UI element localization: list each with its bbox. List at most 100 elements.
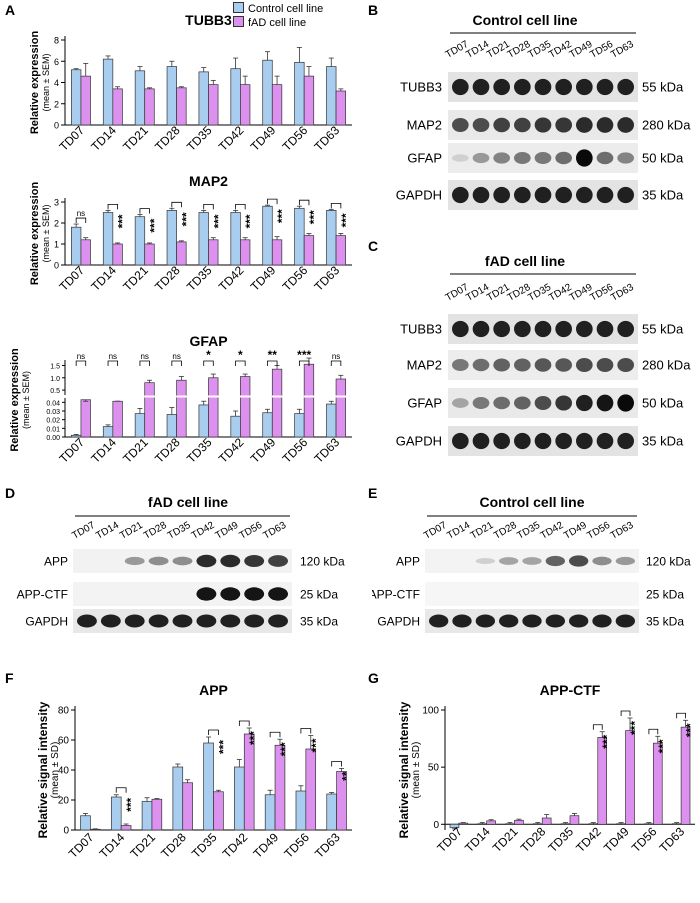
significance-bracket (269, 731, 281, 738)
blot-band (534, 432, 552, 450)
legend: Control cell line fAD cell line (233, 2, 323, 30)
bar-fad (271, 84, 283, 126)
band-name: MAP2 (407, 358, 442, 373)
y-axis-subtitle: (mean ± SEM) (21, 371, 31, 429)
bar-control (203, 742, 214, 831)
y-tick-label: 4 (54, 78, 59, 88)
blot-band (514, 186, 531, 204)
blot-band (545, 614, 565, 628)
lane-label: TD42 (190, 520, 217, 542)
band-name: TUBB3 (400, 80, 442, 95)
bar-fad (243, 733, 255, 831)
lane-label: TD63 (609, 520, 636, 542)
bar-control (230, 68, 241, 126)
x-tick-label: TD21 (127, 830, 158, 861)
bar-fad (303, 363, 315, 438)
chart-title: TUBB3 (185, 12, 232, 28)
panel-letter-e: E (368, 485, 378, 501)
blot-band (268, 555, 288, 567)
x-tick-label: TD35 (184, 263, 215, 294)
blot-band (576, 186, 593, 204)
significance-bracket (620, 710, 631, 716)
bar-control (166, 66, 177, 126)
blot-band (534, 186, 552, 204)
blot-band (452, 154, 469, 162)
blot-band (499, 557, 519, 565)
significance-bracket (235, 204, 246, 210)
bar-fad (625, 730, 635, 825)
x-tick-label: TD21 (120, 263, 151, 294)
x-tick-label: TD07 (56, 123, 87, 154)
bar-fad (176, 379, 187, 438)
blot-band (452, 432, 469, 450)
lane-label: TD63 (609, 39, 636, 61)
axis-break-gap (80, 395, 92, 398)
y-tick-label: 1 (54, 240, 59, 250)
bar-control (326, 793, 337, 831)
axis-break-gap (176, 395, 187, 398)
panel-letter-g: G (368, 670, 379, 686)
lane-label: TD35 (166, 520, 193, 542)
bar-fad (208, 239, 219, 266)
blot-strip (425, 582, 639, 606)
bar-fad (144, 243, 155, 266)
significance-label: *** (243, 214, 257, 228)
blot-band (244, 587, 265, 601)
bar-control (294, 61, 305, 126)
blot-band (615, 556, 635, 566)
lane-label: TD14 (94, 520, 121, 542)
blot-band (452, 78, 469, 96)
x-tick-label: TD63 (312, 435, 343, 466)
bar-fad (271, 239, 283, 266)
blot-band (617, 117, 634, 133)
bar-fad (303, 235, 315, 266)
blot-title: fAD cell line (485, 253, 565, 269)
blot-band (569, 555, 589, 567)
bar-control (102, 212, 114, 266)
significance-label: *** (211, 214, 225, 228)
blot-band (493, 117, 510, 133)
lane-label: TD28 (142, 520, 169, 542)
x-tick-label: TD28 (152, 123, 183, 154)
lane-label: TD28 (492, 520, 519, 542)
axis-break-gap (208, 395, 219, 398)
y-tick-label: 2 (54, 99, 59, 109)
x-tick-label: TD42 (216, 123, 247, 154)
band-name: GAPDH (396, 434, 442, 449)
band-name: GFAP (407, 396, 442, 411)
chart-title: MAP2 (189, 173, 228, 189)
blot-band (124, 614, 145, 628)
blot-band (592, 556, 612, 566)
significance-bracket (75, 217, 87, 224)
blot-band (493, 396, 510, 410)
significance-label: *** (684, 723, 698, 737)
y-tick-label: 20 (58, 796, 70, 807)
y-tick-label: 0.5 (50, 388, 60, 395)
significance-bracket (171, 360, 182, 366)
x-tick-label: TD35 (189, 830, 220, 861)
blot-band (534, 152, 552, 164)
band-name: MAP2 (407, 118, 442, 133)
significance-label: *** (297, 348, 311, 362)
significance-bracket (139, 360, 150, 366)
bar-fad (274, 744, 286, 831)
axis-break-gap (144, 395, 155, 398)
blot-band (534, 358, 552, 372)
x-tick-label: TD28 (152, 263, 183, 294)
blot-band (617, 432, 634, 450)
blot-title: Control cell line (479, 494, 584, 510)
significance-bracket (331, 761, 342, 767)
y-axis-subtitle: (mean ± SEM) (41, 205, 51, 263)
panel-letter-b: B (368, 2, 379, 18)
bar-fad (271, 368, 283, 438)
band-kda: 120 kDa (646, 555, 691, 569)
y-tick-label: 100 (422, 706, 439, 717)
bar-fad (208, 84, 219, 126)
blot-band (472, 358, 490, 372)
blot-band (472, 432, 490, 450)
band-kda: 25 kDa (300, 588, 338, 602)
blot-band (596, 117, 614, 133)
bar-fad (335, 378, 346, 438)
bar-control (234, 766, 245, 831)
lane-label: TD49 (214, 520, 241, 542)
